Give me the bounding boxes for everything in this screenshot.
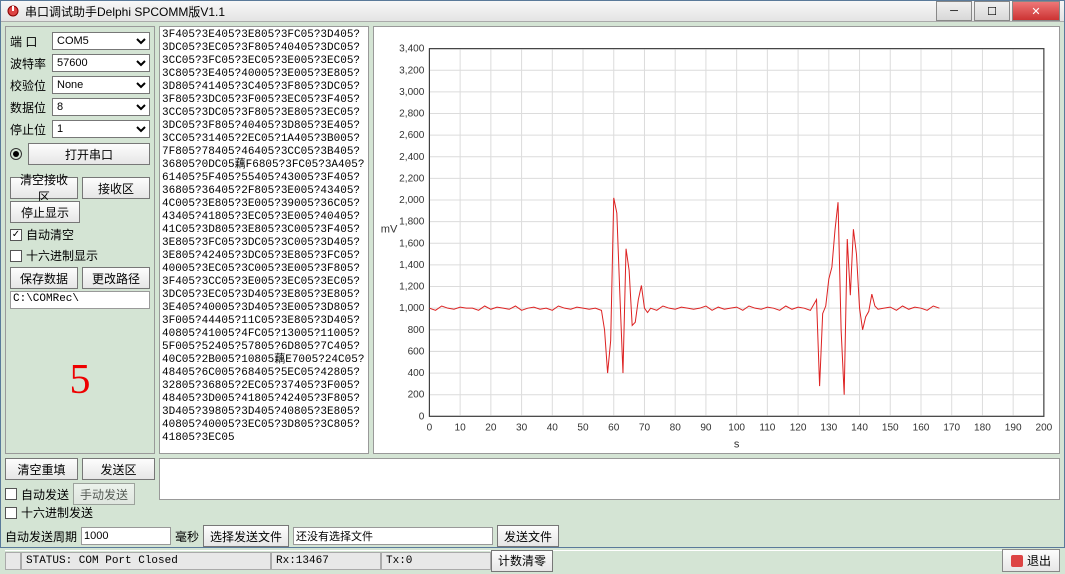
svg-text:1,200: 1,200 — [399, 282, 425, 293]
svg-text:0: 0 — [427, 422, 433, 433]
svg-text:400: 400 — [408, 368, 425, 379]
svg-text:190: 190 — [1005, 422, 1022, 433]
svg-text:130: 130 — [820, 422, 837, 433]
clear-refill-button[interactable]: 清空重填 — [5, 458, 78, 480]
svg-text:180: 180 — [974, 422, 991, 433]
svg-text:60: 60 — [608, 422, 620, 433]
svg-text:2,800: 2,800 — [399, 109, 425, 120]
svg-text:1,400: 1,400 — [399, 260, 425, 271]
chosen-file-field: 还没有选择文件 — [293, 527, 493, 545]
parity-label: 校验位 — [10, 77, 48, 94]
config-panel: 端 口COM5 波特率57600 校验位None 数据位8 停止位1 打开串口 … — [5, 26, 155, 454]
count-clear-button[interactable]: 计数清零 — [491, 550, 553, 572]
svg-text:20: 20 — [485, 422, 497, 433]
status-text: STATUS: COM Port Closed — [21, 552, 271, 570]
stopbits-label: 停止位 — [10, 121, 48, 138]
clear-rx-button[interactable]: 清空接收区 — [10, 177, 78, 199]
port-label: 端 口 — [10, 33, 48, 50]
svg-text:10: 10 — [455, 422, 467, 433]
port-status-indicator — [10, 148, 22, 160]
auto-clear-checkbox[interactable] — [10, 229, 22, 241]
baud-label: 波特率 — [10, 55, 48, 72]
tx-area-button[interactable]: 发送区 — [82, 458, 155, 480]
auto-period-label: 自动发送周期 — [5, 528, 77, 545]
svg-text:2,200: 2,200 — [399, 173, 425, 184]
svg-text:1,600: 1,600 — [399, 238, 425, 249]
stop-display-button[interactable]: 停止显示 — [10, 201, 80, 223]
svg-text:1,800: 1,800 — [399, 217, 425, 228]
svg-text:70: 70 — [639, 422, 651, 433]
auto-send-label: 自动发送 — [21, 486, 69, 503]
hex-send-label: 十六进制发送 — [21, 504, 93, 521]
svg-text:1,000: 1,000 — [399, 303, 425, 314]
svg-text:150: 150 — [882, 422, 899, 433]
open-port-button[interactable]: 打开串口 — [28, 143, 150, 165]
svg-text:110: 110 — [759, 422, 775, 433]
choose-file-button[interactable]: 选择发送文件 — [203, 525, 289, 547]
svg-text:2,600: 2,600 — [399, 130, 425, 141]
svg-text:50: 50 — [577, 422, 589, 433]
svg-text:mV: mV — [381, 223, 398, 235]
window-title: 串口调试助手Delphi SPCOMM版V1.1 — [25, 3, 936, 20]
auto-clear-label: 自动清空 — [26, 226, 74, 243]
tx-count: Tx:0 — [381, 552, 491, 570]
hex-send-checkbox[interactable] — [5, 507, 17, 519]
svg-text:200: 200 — [408, 390, 425, 401]
hex-output: 3F405?3E405?3E805?3FC05?3D405?3DC05?3EC0… — [159, 26, 369, 454]
svg-text:0: 0 — [419, 411, 425, 422]
hex-display-checkbox[interactable] — [10, 250, 22, 262]
port-select[interactable]: COM5 — [52, 32, 150, 50]
big-number: 5 — [10, 311, 150, 449]
svg-text:3,000: 3,000 — [399, 87, 425, 98]
parity-select[interactable]: None — [52, 76, 150, 94]
rx-count: Rx:13467 — [271, 552, 381, 570]
minimize-button[interactable]: ─ — [936, 1, 972, 21]
auto-send-checkbox[interactable] — [5, 488, 17, 500]
stopbits-select[interactable]: 1 — [52, 120, 150, 138]
hex-display-label: 十六进制显示 — [26, 247, 98, 264]
baud-select[interactable]: 57600 — [52, 54, 150, 72]
svg-text:80: 80 — [670, 422, 682, 433]
svg-text:100: 100 — [728, 422, 745, 433]
svg-text:800: 800 — [408, 325, 425, 336]
svg-text:600: 600 — [408, 346, 425, 357]
titlebar: 串口调试助手Delphi SPCOMM版V1.1 ─ ☐ ✕ — [1, 1, 1064, 22]
rx-area-button[interactable]: 接收区 — [82, 177, 150, 199]
svg-text:170: 170 — [943, 422, 960, 433]
svg-text:120: 120 — [790, 422, 807, 433]
save-data-button[interactable]: 保存数据 — [10, 267, 78, 289]
svg-text:2,000: 2,000 — [399, 195, 425, 206]
manual-send-button[interactable]: 手动发送 — [73, 483, 135, 505]
svg-text:30: 30 — [516, 422, 528, 433]
svg-text:2,400: 2,400 — [399, 152, 425, 163]
svg-text:200: 200 — [1035, 422, 1052, 433]
close-button[interactable]: ✕ — [1012, 1, 1060, 21]
chart-panel: 02004006008001,0001,2001,4001,6001,8002,… — [373, 26, 1060, 454]
svg-text:40: 40 — [547, 422, 559, 433]
databits-label: 数据位 — [10, 99, 48, 116]
exit-icon — [1011, 555, 1023, 567]
change-path-button[interactable]: 更改路径 — [82, 267, 150, 289]
send-input[interactable] — [159, 458, 1060, 500]
save-path-field: C:\COMRec\ — [10, 291, 150, 309]
exit-button[interactable]: 退出 — [1002, 549, 1060, 572]
chart-svg: 02004006008001,0001,2001,4001,6001,8002,… — [374, 27, 1059, 453]
svg-text:90: 90 — [700, 422, 712, 433]
ms-label: 毫秒 — [175, 528, 199, 545]
maximize-button[interactable]: ☐ — [974, 1, 1010, 21]
svg-text:3,400: 3,400 — [399, 44, 425, 55]
svg-text:140: 140 — [851, 422, 868, 433]
send-file-button[interactable]: 发送文件 — [497, 525, 559, 547]
status-icon-cell — [5, 552, 21, 570]
databits-select[interactable]: 8 — [52, 98, 150, 116]
svg-text:160: 160 — [913, 422, 930, 433]
auto-period-field[interactable]: 1000 — [81, 527, 171, 545]
app-icon — [5, 3, 21, 19]
svg-text:3,200: 3,200 — [399, 65, 425, 76]
svg-text:s: s — [734, 439, 740, 451]
